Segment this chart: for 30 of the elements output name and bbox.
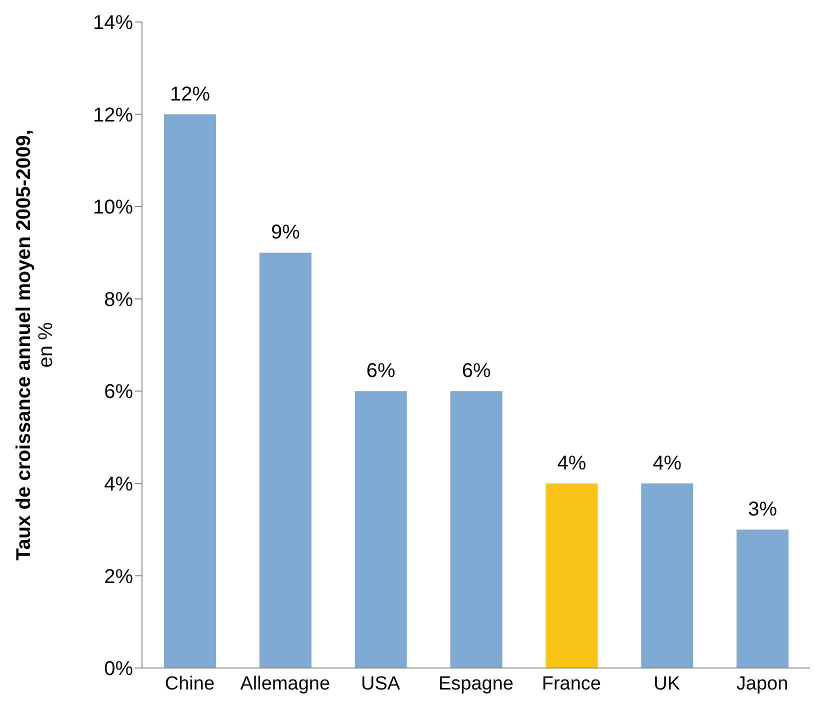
bar [736, 530, 789, 668]
data-label: 3% [748, 498, 778, 521]
x-tick-label: Chine [164, 673, 215, 694]
bar [164, 114, 216, 668]
data-label: 6% [366, 360, 396, 382]
y-tick-label: 12% [92, 104, 134, 126]
data-label: 9% [270, 222, 300, 244]
bar [354, 391, 407, 668]
data-label: 12% [170, 83, 210, 106]
y-tick-label: 8% [104, 288, 134, 311]
y-axis-title: Taux de croissance annuel moyen 2005-2009, en % [13, 130, 57, 560]
x-tick-label: UK [654, 673, 680, 694]
x-tick-label: Allemagne [240, 673, 330, 694]
data-label: 4% [557, 452, 586, 474]
bar [259, 252, 312, 668]
x-tick-label: Japon [736, 673, 788, 694]
y-tick-label: 14% [92, 12, 134, 34]
x-tick-label: France [542, 673, 601, 694]
y-tick-label: 10% [92, 196, 134, 219]
data-label: 6% [462, 360, 491, 382]
data-label: 4% [652, 452, 682, 474]
bar [450, 391, 502, 668]
y-tick-label: 2% [104, 566, 134, 588]
y-tick-label: 0% [104, 658, 134, 680]
x-tick-label: Espagne [438, 673, 514, 694]
x-tick-label: USA [361, 673, 400, 694]
y-tick-label: 6% [104, 381, 134, 404]
bar [641, 483, 694, 668]
bar [546, 483, 598, 668]
y-tick-label: 4% [104, 474, 134, 496]
